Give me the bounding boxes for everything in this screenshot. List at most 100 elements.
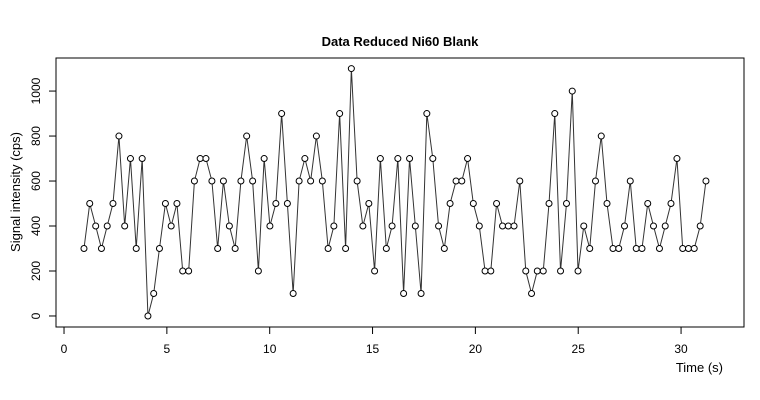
- data-point: [283, 200, 291, 208]
- data-point: [673, 155, 681, 163]
- data-point: [655, 245, 663, 253]
- data-point: [336, 110, 344, 118]
- data-point: [382, 245, 390, 253]
- data-point: [597, 132, 605, 140]
- data-point: [167, 222, 175, 230]
- data-point: [411, 222, 419, 230]
- data-point: [469, 200, 477, 208]
- y-axis-label: Signal intensity (cps): [8, 132, 23, 252]
- data-point: [539, 267, 547, 275]
- data-point: [696, 222, 704, 230]
- y-tick-label: 600: [29, 171, 43, 191]
- data-point: [690, 245, 698, 253]
- data-point: [295, 177, 303, 185]
- data-point: [144, 312, 152, 320]
- data-point: [347, 65, 355, 73]
- data-point: [97, 245, 105, 253]
- data-point: [499, 222, 507, 230]
- data-point: [400, 289, 408, 297]
- data-point: [185, 267, 193, 275]
- data-point: [493, 200, 501, 208]
- data-point: [196, 155, 204, 163]
- data-point: [504, 222, 512, 230]
- data-point: [342, 245, 350, 253]
- data-point: [615, 245, 623, 253]
- data-point: [109, 200, 117, 208]
- data-point: [150, 289, 158, 297]
- data-point: [487, 267, 495, 275]
- data-point: [179, 267, 187, 275]
- data-point: [533, 267, 541, 275]
- y-tick-label: 400: [29, 216, 43, 236]
- data-point: [243, 132, 251, 140]
- data-point: [103, 222, 111, 230]
- data-point: [661, 222, 669, 230]
- data-point: [80, 245, 88, 253]
- chart-title: Data Reduced Ni60 Blank: [322, 34, 480, 49]
- data-point: [272, 200, 280, 208]
- data-point: [440, 245, 448, 253]
- data-point: [376, 155, 384, 163]
- data-point: [481, 267, 489, 275]
- x-tick-label: 30: [674, 342, 688, 356]
- data-point: [679, 245, 687, 253]
- data-point: [626, 177, 634, 185]
- data-point: [260, 155, 268, 163]
- data-point: [126, 155, 134, 163]
- data-point: [464, 155, 472, 163]
- data-point: [644, 200, 652, 208]
- data-point: [307, 177, 315, 185]
- data-point: [388, 222, 396, 230]
- data-point: [452, 177, 460, 185]
- data-point: [225, 222, 233, 230]
- data-point: [208, 177, 216, 185]
- x-tick-label: 5: [164, 342, 171, 356]
- data-point: [580, 222, 588, 230]
- data-point: [92, 222, 100, 230]
- data-point: [266, 222, 274, 230]
- data-point: [289, 289, 297, 297]
- data-point: [353, 177, 361, 185]
- data-point: [423, 110, 431, 118]
- data-point: [249, 177, 257, 185]
- data-point: [475, 222, 483, 230]
- data-point: [591, 177, 599, 185]
- data-point: [115, 132, 123, 140]
- data-point: [603, 200, 611, 208]
- data-point: [609, 245, 617, 253]
- data-point: [528, 289, 536, 297]
- data-point: [551, 110, 559, 118]
- data-point: [219, 177, 227, 185]
- data-point: [138, 155, 146, 163]
- data-point: [121, 222, 129, 230]
- data-point: [446, 200, 454, 208]
- y-tick-label: 1000: [29, 77, 43, 104]
- data-point: [406, 155, 414, 163]
- data-point: [324, 245, 332, 253]
- data-point: [429, 155, 437, 163]
- y-tick-label: 0: [29, 312, 43, 319]
- data-point: [371, 267, 379, 275]
- plot-box: [55, 57, 745, 328]
- data-point: [458, 177, 466, 185]
- y-tick-label: 200: [29, 261, 43, 281]
- data-point: [278, 110, 286, 118]
- data-point: [214, 245, 222, 253]
- data-point: [237, 177, 245, 185]
- data-point: [155, 245, 163, 253]
- data-point: [638, 245, 646, 253]
- data-point: [562, 200, 570, 208]
- data-point: [568, 87, 576, 95]
- data-point: [702, 177, 710, 185]
- data-point: [667, 200, 675, 208]
- x-tick-label: 20: [469, 342, 483, 356]
- x-tick-label: 10: [263, 342, 277, 356]
- data-point: [330, 222, 338, 230]
- data-point: [574, 267, 582, 275]
- data-point: [394, 155, 402, 163]
- data-point: [632, 245, 640, 253]
- data-point: [522, 267, 530, 275]
- data-point: [312, 132, 320, 140]
- series-line: [83, 68, 707, 317]
